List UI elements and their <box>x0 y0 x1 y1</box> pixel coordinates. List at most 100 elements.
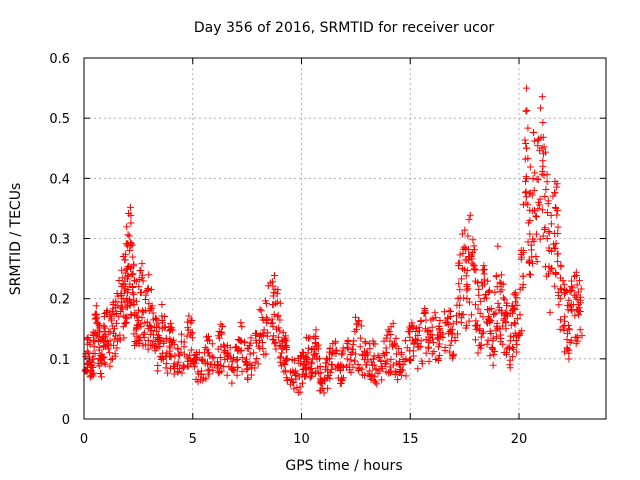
data-point <box>429 339 437 347</box>
data-point <box>486 327 494 335</box>
data-point <box>252 331 260 339</box>
data-point <box>564 345 572 353</box>
data-point <box>576 326 584 334</box>
data-point <box>554 250 562 258</box>
data-point <box>218 367 226 375</box>
data-point <box>283 337 291 345</box>
data-point <box>355 317 363 325</box>
data-point <box>142 340 150 348</box>
data-point <box>123 223 131 231</box>
data-point <box>537 104 545 112</box>
data-point <box>313 353 321 361</box>
data-point <box>570 272 578 280</box>
data-point <box>117 307 125 315</box>
data-point <box>465 317 473 325</box>
data-point <box>488 343 496 351</box>
data-point <box>153 327 161 335</box>
data-point <box>532 252 540 260</box>
data-point <box>163 349 171 357</box>
data-point <box>432 356 440 364</box>
data-point <box>372 365 380 373</box>
data-point <box>575 311 583 319</box>
data-point <box>243 344 251 352</box>
data-point <box>524 201 532 209</box>
data-point <box>544 200 552 208</box>
data-point <box>276 354 284 362</box>
data-point <box>573 281 581 289</box>
data-point <box>543 170 551 178</box>
data-point <box>492 273 500 281</box>
data-point <box>140 333 148 341</box>
data-point <box>128 271 136 279</box>
data-point <box>370 361 378 369</box>
data-point <box>559 277 567 285</box>
data-point <box>509 309 517 317</box>
data-point <box>541 193 549 201</box>
data-point <box>397 348 405 356</box>
data-point <box>364 370 372 378</box>
data-point <box>516 311 524 319</box>
data-point <box>268 315 276 323</box>
data-point <box>472 317 480 325</box>
data-point <box>436 340 444 348</box>
data-point <box>237 319 245 327</box>
data-point <box>124 272 132 280</box>
data-point <box>536 201 544 209</box>
data-point <box>571 312 579 320</box>
data-point <box>512 337 520 345</box>
data-point <box>576 296 584 304</box>
data-point <box>392 342 400 350</box>
data-point <box>524 238 532 246</box>
data-point <box>132 311 140 319</box>
data-point <box>221 343 229 351</box>
data-point <box>513 341 521 349</box>
data-point <box>415 342 423 350</box>
data-point <box>539 150 547 158</box>
data-point <box>119 323 127 331</box>
data-point <box>383 357 391 365</box>
data-point <box>506 344 514 352</box>
data-point <box>502 319 510 327</box>
data-point <box>507 332 515 340</box>
y-tick-label: 0.3 <box>49 233 70 248</box>
data-point <box>383 331 391 339</box>
data-point <box>399 361 407 369</box>
data-point <box>270 272 278 280</box>
data-point <box>397 367 405 375</box>
data-point <box>454 262 462 270</box>
data-point <box>218 322 226 330</box>
data-point <box>366 345 374 353</box>
y-axis-label: SRMTID / TECUs <box>8 183 24 296</box>
data-point <box>422 335 430 343</box>
data-point <box>199 374 207 382</box>
data-point <box>364 356 372 364</box>
data-point <box>100 359 108 367</box>
data-point <box>180 338 188 346</box>
data-point <box>144 345 152 353</box>
data-point <box>465 216 473 224</box>
data-point <box>389 361 397 369</box>
data-point <box>554 229 562 237</box>
data-point <box>254 360 262 368</box>
data-point <box>161 312 169 320</box>
data-point <box>476 342 484 350</box>
x-tick-label: 5 <box>189 432 197 447</box>
chart-title: Day 356 of 2016, SRMTID for receiver uco… <box>194 20 495 36</box>
data-point <box>411 335 419 343</box>
data-point <box>111 335 119 343</box>
y-tick-label: 0.4 <box>49 172 70 187</box>
data-point <box>497 331 505 339</box>
x-tick-label: 20 <box>511 432 528 447</box>
data-point <box>198 356 206 364</box>
data-point <box>526 230 534 238</box>
data-point <box>137 288 145 296</box>
data-point <box>403 344 411 352</box>
data-point <box>97 359 105 367</box>
data-point <box>406 355 414 363</box>
data-point <box>534 205 542 213</box>
data-point <box>424 327 432 335</box>
data-point <box>543 178 551 186</box>
data-point <box>503 299 511 307</box>
data-point <box>523 144 531 152</box>
data-point <box>169 338 177 346</box>
